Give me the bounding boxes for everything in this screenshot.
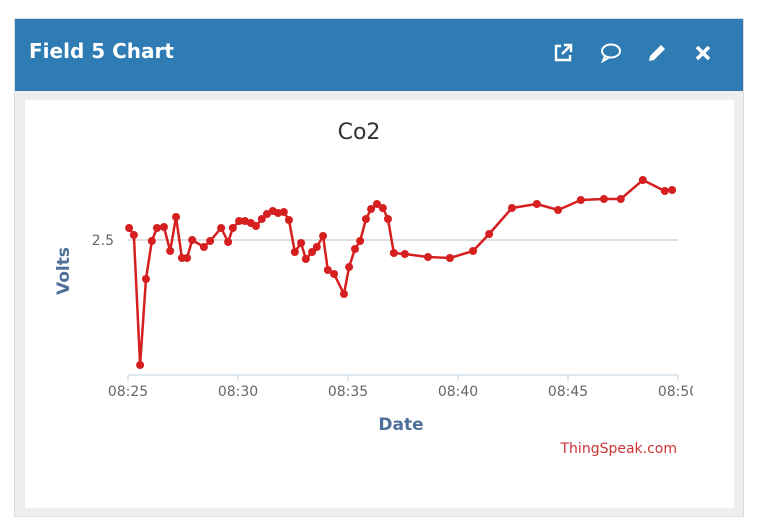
data-point	[361, 215, 370, 223]
data-point	[152, 224, 161, 232]
data-point	[129, 231, 138, 239]
comment-icon[interactable]	[599, 41, 623, 65]
data-point	[301, 255, 310, 263]
chart-card: Co2 Date Volts ThingSpeak.com 08:25 08:30…	[25, 100, 734, 508]
x-tick-label: 08:45	[548, 384, 588, 400]
widget: Field 5 Chart Co2 Date Volts ThingSpeak.…	[14, 18, 744, 517]
data-point	[356, 237, 365, 245]
data-point	[400, 250, 409, 258]
x-tick-label: 08:25	[108, 384, 148, 400]
data-line	[128, 178, 673, 367]
data-point	[166, 247, 175, 255]
data-point	[297, 239, 306, 247]
data-point	[445, 254, 454, 262]
data-point	[308, 248, 317, 256]
data-point	[290, 248, 299, 256]
widget-title: Field 5 Chart	[29, 39, 174, 63]
data-point	[206, 237, 215, 245]
x-tick-label: 08:30	[218, 384, 258, 400]
data-point	[638, 176, 647, 184]
data-point	[389, 249, 398, 257]
data-point	[251, 222, 260, 230]
edit-icon[interactable]	[645, 41, 669, 65]
data-point	[235, 217, 244, 225]
data-point	[423, 253, 432, 261]
data-point	[372, 200, 381, 208]
data-point	[554, 206, 563, 214]
data-point	[576, 196, 585, 204]
data-point	[228, 224, 237, 232]
data-point	[323, 266, 332, 274]
open-icon[interactable]	[551, 41, 575, 65]
data-point	[339, 290, 348, 298]
chart-title: Co2	[338, 120, 381, 145]
data-point	[188, 236, 197, 244]
data-point	[660, 187, 669, 195]
y-axis-label: Volts	[54, 247, 74, 295]
data-point	[159, 223, 168, 231]
y-tick-label: 2.5	[92, 233, 114, 249]
plot: 08:25 08:30 08:35 08:40 08:45 08:50	[108, 384, 698, 400]
data-point	[217, 224, 226, 232]
data-point	[183, 254, 192, 262]
chart: Co2 Date Volts ThingSpeak.com 08:25 08:30…	[54, 120, 698, 457]
data-point	[141, 275, 150, 283]
data-point	[345, 263, 354, 271]
data-point	[383, 215, 392, 223]
data-point	[125, 224, 134, 232]
data-point	[599, 195, 608, 203]
data-point	[378, 204, 387, 212]
data-point	[350, 245, 359, 253]
data-point	[469, 247, 478, 255]
data-point	[312, 243, 321, 251]
data-point	[532, 200, 541, 208]
data-point	[136, 361, 145, 369]
data-point	[616, 195, 625, 203]
data-point	[257, 215, 266, 223]
x-axis-label: Date	[378, 415, 423, 435]
data-point	[330, 270, 339, 278]
x-tick-label: 08:50	[658, 384, 698, 400]
credit: ThingSpeak.com	[560, 441, 678, 457]
data-point	[147, 237, 156, 245]
data-point	[319, 232, 328, 240]
widget-header: Field 5 Chart	[15, 19, 743, 91]
data-point	[224, 238, 233, 246]
data-point	[284, 216, 293, 224]
x-tick-label: 08:35	[328, 384, 368, 400]
close-icon[interactable]	[691, 41, 715, 65]
x-tick-label: 08:40	[438, 384, 478, 400]
data-point	[172, 213, 181, 221]
data-point	[199, 243, 208, 251]
data-point	[668, 186, 677, 194]
data-point	[485, 230, 494, 238]
data-point	[507, 204, 516, 212]
data-point	[279, 208, 288, 216]
data-point	[367, 205, 376, 213]
